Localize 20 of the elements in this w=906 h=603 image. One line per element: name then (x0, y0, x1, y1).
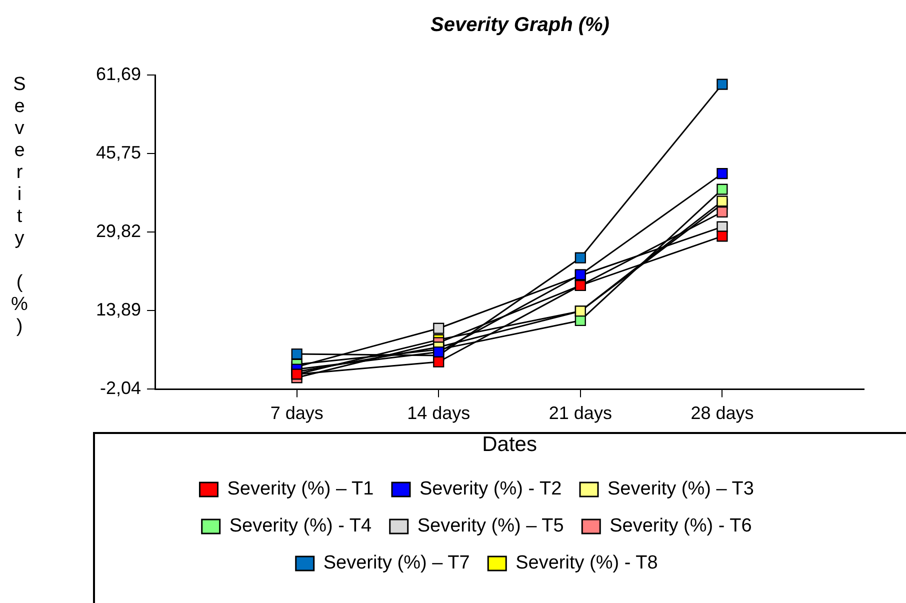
x-tick-label: 7 days (270, 402, 324, 423)
x-tick-label: 14 days (407, 402, 470, 423)
legend-label: Severity (%) – T1 (227, 478, 374, 500)
legend-label: Severity (%) - T2 (419, 478, 562, 500)
legend-label: Severity (%) – T3 (608, 478, 754, 500)
y-tick-label: 61,69 (96, 64, 142, 84)
legend-label: Severity (%) - T8 (516, 552, 658, 574)
y-tick-label: 13,89 (96, 300, 142, 320)
legend-label: Severity (%) – T7 (323, 552, 470, 574)
y-axis-title: Severity (%) (8, 74, 30, 338)
x-tick-label: 28 days (690, 402, 754, 423)
legend-label: Severity (%) - T6 (610, 516, 752, 537)
y-tick-label: 29,82 (96, 221, 142, 242)
legend-label: Severity (%) - T4 (229, 516, 372, 537)
y-tick-label: 45,75 (96, 142, 142, 163)
chart-title: Severity Graph (%) (430, 14, 610, 37)
x-axis-title: Dates (482, 433, 537, 456)
y-tick-label: -2,04 (100, 378, 142, 398)
x-tick-label: 21 days (548, 402, 612, 423)
legend-label: Severity (%) – T5 (417, 516, 564, 537)
